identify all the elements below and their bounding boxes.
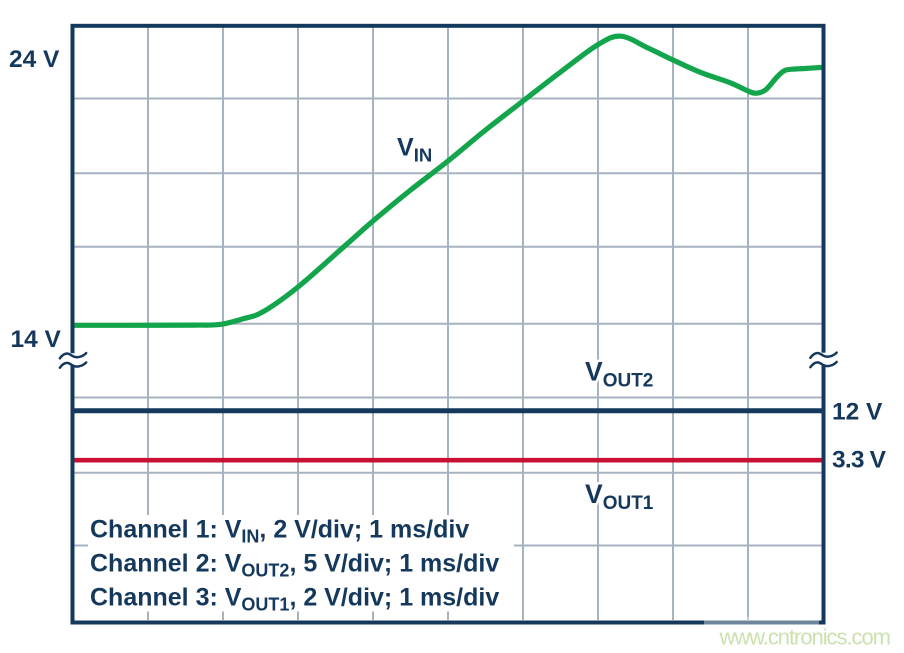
svg-text:Channel 3: VOUT1, 2 V/div; 1 m: Channel 3: VOUT1, 2 V/div; 1 ms/div [90,584,499,615]
svg-text:12 V: 12 V [832,399,883,426]
svg-text:14 V: 14 V [11,326,62,353]
svg-text:3.3 V: 3.3 V [832,447,887,474]
svg-text:Channel 1: VIN, 2 V/div; 1 ms/: Channel 1: VIN, 2 V/div; 1 ms/div [90,516,469,547]
svg-text:Channel 2: VOUT2, 5 V/div; 1 m: Channel 2: VOUT2, 5 V/div; 1 ms/div [90,550,499,581]
svg-text:www.cntronics.com: www.cntronics.com [719,625,890,650]
svg-text:24 V: 24 V [9,46,60,73]
